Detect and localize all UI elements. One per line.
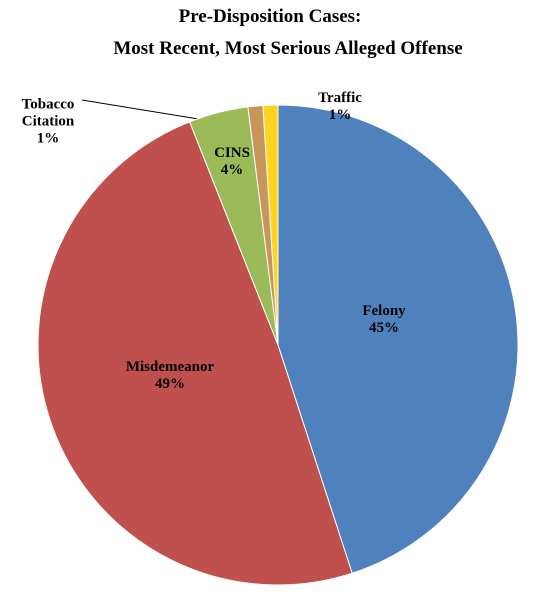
value-label: 1%: [36, 130, 60, 147]
slice-label: CINS 4%: [202, 145, 262, 179]
category-label: Misdemeanor: [125, 359, 215, 375]
slice-label: Misdemeanor 49%: [105, 359, 235, 393]
pie-slice: [37, 121, 353, 586]
pie-slice: [277, 104, 519, 574]
slice-label: Traffic 1%: [300, 90, 380, 124]
category-label: Traffic: [318, 90, 362, 106]
value-label: 49%: [155, 376, 185, 392]
chart-title: Pre-Disposition Cases:: [178, 6, 362, 27]
category-label: Tobacco Citation: [21, 96, 75, 130]
slice-label: Felony 45%: [324, 303, 444, 337]
chart-title: Most Recent, Most Serious Alleged Offens…: [113, 38, 463, 59]
value-label: 45%: [369, 320, 399, 336]
value-label: 4%: [220, 162, 244, 178]
category-label: CINS: [214, 145, 250, 161]
category-label: Felony: [362, 303, 406, 319]
slice-label: Tobacco Citation 1%: [3, 97, 93, 148]
pie-slice: [262, 104, 279, 346]
value-label: 1%: [328, 107, 352, 123]
